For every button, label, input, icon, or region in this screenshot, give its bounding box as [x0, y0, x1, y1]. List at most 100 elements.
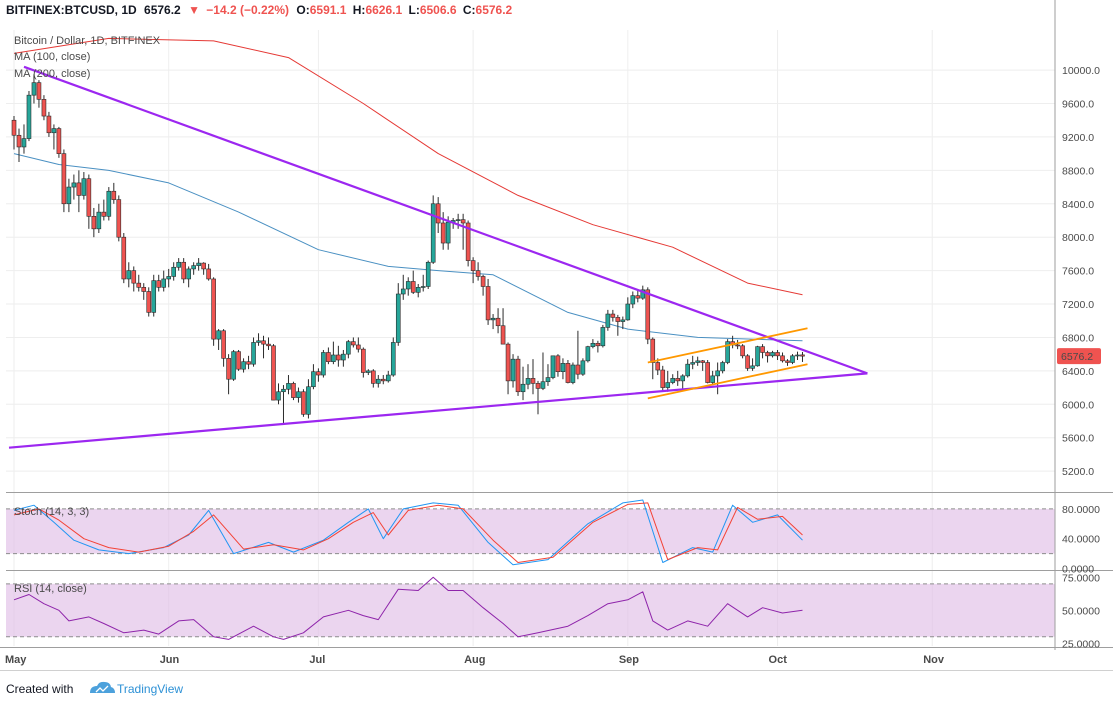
candle: [21, 124, 27, 154]
ma100-legend: MA (100, close): [14, 51, 90, 63]
candle: [595, 340, 601, 353]
candle-body: [241, 361, 246, 370]
tradingview-brand[interactable]: TradingView: [117, 682, 183, 696]
candle: [475, 262, 481, 281]
candle: [11, 116, 17, 150]
candle-body: [395, 293, 401, 343]
close-value: 6576.2: [476, 3, 513, 17]
candle: [750, 358, 755, 371]
candle-body: [795, 354, 800, 357]
candle: [151, 274, 157, 317]
candle: [341, 349, 346, 367]
candle: [216, 329, 221, 350]
time-tick-label: Jul: [309, 654, 325, 666]
candle-body: [530, 378, 536, 384]
price-tick-label: 5200.0: [1062, 466, 1094, 478]
candle-body: [306, 386, 311, 415]
candle: [435, 197, 441, 234]
candle: [490, 314, 496, 330]
stoch-tick-label: 80.0000: [1062, 504, 1100, 516]
channel-lower-line: [647, 363, 808, 400]
price-tick-label: 8800.0: [1062, 165, 1094, 177]
candle: [660, 365, 666, 392]
candle: [296, 387, 301, 403]
candle: [251, 337, 256, 367]
candle-body: [36, 82, 42, 100]
candle-body: [685, 363, 691, 377]
candle: [46, 111, 52, 137]
candle-body: [460, 219, 466, 224]
candle: [565, 360, 571, 384]
candle: [500, 308, 506, 345]
candle-body: [166, 276, 172, 280]
candle-body: [226, 358, 231, 380]
candle-body: [430, 203, 436, 263]
candle: [241, 358, 246, 373]
candle-body: [326, 352, 331, 362]
candle: [785, 359, 790, 366]
triangle-lower-trendline: [8, 372, 868, 449]
high-value: 6626.1: [365, 3, 402, 17]
candle-body: [41, 99, 47, 117]
candle-body: [600, 327, 606, 347]
price-tick-label: 8400.0: [1062, 199, 1094, 211]
candle: [76, 170, 82, 213]
candle-body: [261, 340, 266, 345]
candle: [765, 350, 770, 363]
candle-body: [221, 330, 226, 359]
candle: [620, 316, 626, 330]
candle-body: [595, 342, 601, 347]
candle-body: [555, 355, 561, 372]
candle: [675, 370, 681, 386]
candle-body: [690, 362, 695, 365]
candle-body: [286, 383, 291, 390]
candle: [735, 339, 740, 350]
candle: [705, 360, 710, 384]
last-price: 6576.2: [144, 3, 181, 17]
candle: [670, 374, 676, 385]
candle: [580, 358, 586, 376]
candle: [470, 257, 476, 284]
candle-body: [106, 190, 112, 217]
candle-body: [670, 378, 676, 383]
candle-body: [191, 265, 196, 270]
candle-body: [231, 351, 236, 380]
candle: [96, 203, 102, 234]
candle: [480, 274, 486, 296]
candle: [201, 262, 206, 275]
candle-body: [720, 362, 725, 372]
candle: [166, 268, 172, 288]
created-with-label: Created with: [6, 682, 73, 696]
candle: [375, 375, 381, 388]
rsi-line: [13, 576, 803, 640]
candle: [361, 347, 366, 378]
candle: [101, 199, 107, 221]
candle-body: [790, 355, 795, 363]
candle: [755, 345, 760, 367]
candle: [136, 274, 142, 292]
candle: [680, 374, 686, 390]
candle: [356, 337, 361, 353]
candle-body: [56, 128, 62, 154]
change-arrow-icon: ▼: [188, 3, 200, 17]
candle: [271, 344, 276, 401]
candle: [690, 355, 695, 370]
candle: [720, 360, 725, 374]
candle-body: [760, 346, 765, 353]
candle-body: [410, 281, 416, 293]
candle: [231, 349, 236, 381]
candle-body: [620, 319, 626, 322]
time-tick-label: May: [5, 654, 27, 666]
candle: [610, 309, 616, 322]
candle: [520, 366, 526, 401]
price-tick-label: 7200.0: [1062, 299, 1094, 311]
candle: [715, 362, 720, 395]
candle: [41, 95, 47, 121]
candle: [775, 349, 780, 360]
candle: [790, 354, 795, 365]
candle-body: [525, 378, 531, 385]
candle-body: [615, 317, 621, 322]
candle-body: [650, 338, 656, 363]
candle: [156, 274, 162, 292]
candle-body: [171, 266, 176, 277]
